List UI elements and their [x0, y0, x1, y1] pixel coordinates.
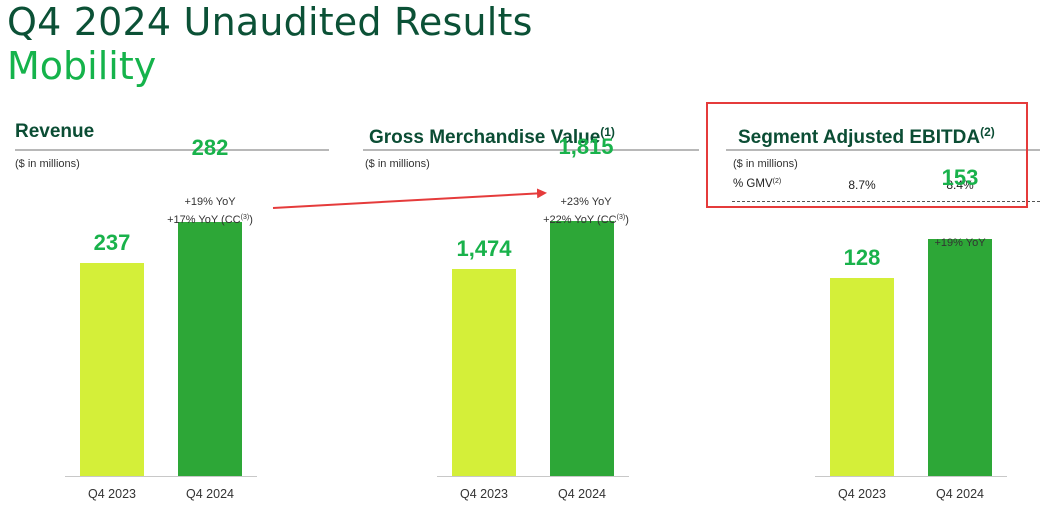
ebitda-title: Segment Adjusted EBITDA(2) [738, 125, 995, 148]
gmv-cat-q4-2023: Q4 2023 [460, 487, 508, 501]
ebitda-cat-q4-2023: Q4 2023 [838, 487, 886, 501]
gmv-cat-q4-2024: Q4 2024 [558, 487, 606, 501]
gmv-bar-q4-2023 [452, 268, 516, 476]
revenue-panel: Revenue ($ in millions) 237 282 +19% YoY… [15, 118, 329, 514]
gmv-value-q4-2023: 1,474 [456, 235, 512, 261]
revenue-title: Revenue [15, 121, 95, 142]
revenue-value-q4-2023: 237 [93, 229, 131, 255]
revenue-yoy: +19% YoY +17% YoY (CC(3)) [167, 196, 253, 226]
ebitda-divider [726, 149, 1040, 151]
ebitda-value-q4-2023: 128 [843, 244, 881, 270]
ebitda-bar-q4-2023 [830, 277, 894, 476]
revenue-cat-q4-2023: Q4 2023 [88, 487, 136, 501]
ebitda-dashed-divider [732, 201, 1040, 202]
ebitda-gmv-q4-2023: 8.7% [848, 178, 876, 192]
revenue-value-q4-2024: 282 [191, 135, 229, 161]
revenue-cat-q4-2024: Q4 2024 [186, 487, 234, 501]
revenue-unit: ($ in millions) [15, 158, 80, 170]
ebitda-value-q4-2024: 153 [941, 165, 979, 191]
revenue-divider [15, 149, 329, 151]
ebitda-cat-q4-2024: Q4 2024 [936, 487, 984, 501]
ebitda-axis [815, 476, 1007, 477]
gmv-panel: Gross Merchandise Value(1) ($ in million… [363, 118, 699, 514]
gmv-bar-q4-2024 [550, 221, 614, 476]
revenue-bar-q4-2023 [80, 262, 144, 476]
page-title: Q4 2024 Unaudited Results [7, 0, 533, 44]
ebitda-gmv-label: % GMV(2) [733, 178, 782, 190]
gmv-title: Gross Merchandise Value(1) [369, 125, 615, 148]
gmv-divider [363, 149, 699, 151]
gmv-value-q4-2024: 1,815 [558, 134, 614, 159]
revenue-axis [65, 476, 257, 477]
ebitda-bar-q4-2024 [928, 239, 992, 476]
ebitda-yoy: +19% YoY [934, 237, 986, 249]
revenue-bar-q4-2024 [178, 222, 242, 476]
arrow-line [272, 188, 547, 209]
gmv-axis [437, 476, 629, 477]
ebitda-gmv-q4-2024: 8.4% [946, 178, 974, 192]
ebitda-unit: ($ in millions) [733, 158, 798, 170]
ebitda-panel: Segment Adjusted EBITDA(2) ($ in million… [726, 118, 1040, 514]
highlight-box [706, 102, 1028, 208]
page-subtitle: Mobility [7, 44, 157, 88]
gmv-unit: ($ in millions) [365, 158, 430, 170]
gmv-yoy: +23% YoY +22% YoY (CC(3)) [543, 196, 629, 226]
